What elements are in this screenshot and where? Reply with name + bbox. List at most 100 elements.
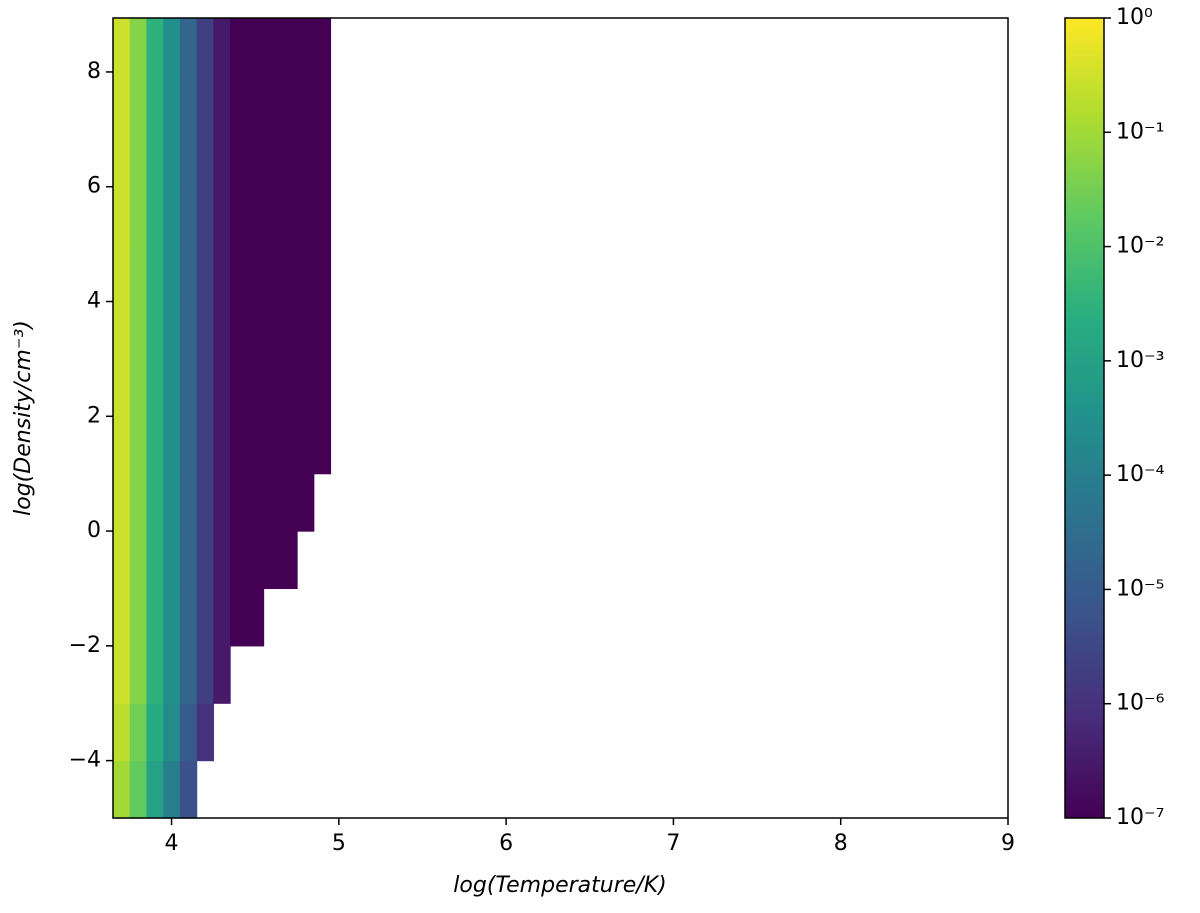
heatmap-cell — [263, 531, 281, 590]
heatmap-cell — [163, 588, 181, 647]
heatmap-cell — [297, 358, 315, 417]
heatmap-cell — [246, 588, 265, 647]
heatmap-cell — [213, 358, 231, 417]
colorbar-tick-label: 10⁻⁵ — [1116, 576, 1164, 601]
colorbar-tick-label: 10⁻² — [1116, 234, 1164, 259]
heatmap-cell — [280, 531, 298, 590]
y-tick-label: 8 — [87, 59, 101, 84]
heatmap-cell — [280, 358, 298, 417]
heatmap-cell — [179, 358, 198, 417]
heatmap-cell — [113, 588, 131, 647]
heatmap-cell — [313, 71, 332, 130]
heatmap-cell — [129, 358, 148, 417]
heatmap-cell — [146, 71, 164, 130]
heatmap-cell — [129, 760, 148, 819]
heatmap-cell — [163, 18, 181, 73]
heatmap-cell — [246, 301, 265, 360]
heatmap-cell — [146, 416, 164, 475]
heatmap-cell — [146, 244, 164, 303]
heatmap-cell — [113, 301, 131, 360]
heatmap-cell — [129, 416, 148, 475]
heatmap-cell — [263, 71, 281, 130]
heatmap-cell — [263, 416, 281, 475]
heatmap-cell — [263, 186, 281, 245]
heatmap-cell — [163, 473, 181, 532]
heatmap-cell — [280, 186, 298, 245]
heatmap-cell — [263, 244, 281, 303]
heatmap-cell — [113, 18, 131, 73]
heatmap-cell — [213, 244, 231, 303]
heatmap-cell — [129, 531, 148, 590]
heatmap-cell — [213, 531, 231, 590]
heatmap-cell — [313, 244, 332, 303]
heatmap-cell — [129, 71, 148, 130]
y-axis-label: log(Density/cm⁻³) — [11, 320, 36, 516]
heatmap-cell — [163, 416, 181, 475]
heatmap-cell — [146, 531, 164, 590]
heatmap-cell — [230, 473, 248, 532]
heatmap-cell — [196, 531, 214, 590]
heatmap-cell — [230, 588, 248, 647]
y-tick-label: 6 — [87, 174, 101, 199]
heatmap-cell — [230, 358, 248, 417]
y-tick-label: 4 — [87, 289, 101, 314]
heatmap-cell — [163, 760, 181, 819]
heatmap-cell — [246, 18, 265, 73]
heatmap-cell — [313, 18, 332, 73]
heatmap-cell — [179, 760, 198, 819]
heatmap-cell — [263, 301, 281, 360]
colorbar-tick-label: 10⁻⁴ — [1116, 462, 1165, 487]
heatmap-cell — [179, 186, 198, 245]
heatmap-cell — [113, 358, 131, 417]
heatmap-cell — [297, 416, 315, 475]
heatmap-cell — [297, 186, 315, 245]
heatmap-cell — [179, 301, 198, 360]
heatmap-cell — [263, 358, 281, 417]
heatmap-cell — [146, 358, 164, 417]
heatmap-cell — [246, 473, 265, 532]
heatmap-cell — [129, 244, 148, 303]
heatmap-cell — [129, 301, 148, 360]
heatmap-cell — [129, 645, 148, 704]
heatmap-cell — [163, 301, 181, 360]
heatmap-cell — [129, 588, 148, 647]
heatmap-cell — [179, 588, 198, 647]
heatmap-cell — [246, 416, 265, 475]
heatmap-cell — [263, 18, 281, 73]
heatmap-cell — [113, 416, 131, 475]
heatmap-cell — [196, 645, 214, 704]
heatmap-cell — [196, 416, 214, 475]
heatmap-cell — [280, 71, 298, 130]
heatmap-cell — [230, 129, 248, 188]
x-tick-label: 8 — [834, 831, 848, 856]
heatmap-cell — [179, 71, 198, 130]
heatmap-cell — [113, 186, 131, 245]
heatmap-cell — [113, 703, 131, 762]
heatmap-cell — [213, 129, 231, 188]
heatmap-cell — [313, 129, 332, 188]
heatmap-cell — [196, 129, 214, 188]
colorbar-tick-label: 10⁻⁷ — [1116, 805, 1164, 830]
heatmap-cell — [179, 244, 198, 303]
heatmap-cell — [297, 473, 315, 532]
heatmap-cell — [230, 244, 248, 303]
heatmap-cell — [146, 760, 164, 819]
heatmap-cell — [163, 71, 181, 130]
x-tick-label: 5 — [332, 831, 346, 856]
heatmap-cell — [230, 71, 248, 130]
heatmap-cell — [163, 186, 181, 245]
y-tick-label: −2 — [69, 633, 101, 658]
x-axis-label: log(Temperature/K) — [453, 873, 666, 898]
heatmap-cell — [196, 703, 214, 762]
heatmap-cell — [230, 301, 248, 360]
heatmap-cell — [146, 186, 164, 245]
heatmap-cell — [163, 244, 181, 303]
heatmap-cell — [246, 531, 265, 590]
heatmap-cell — [129, 18, 148, 73]
heatmap-cell — [129, 473, 148, 532]
heatmap-cell — [196, 588, 214, 647]
heatmap-cell — [280, 244, 298, 303]
heatmap-cell — [230, 18, 248, 73]
heatmap — [113, 18, 332, 819]
colorbar-tick-label: 10⁰ — [1116, 5, 1153, 30]
